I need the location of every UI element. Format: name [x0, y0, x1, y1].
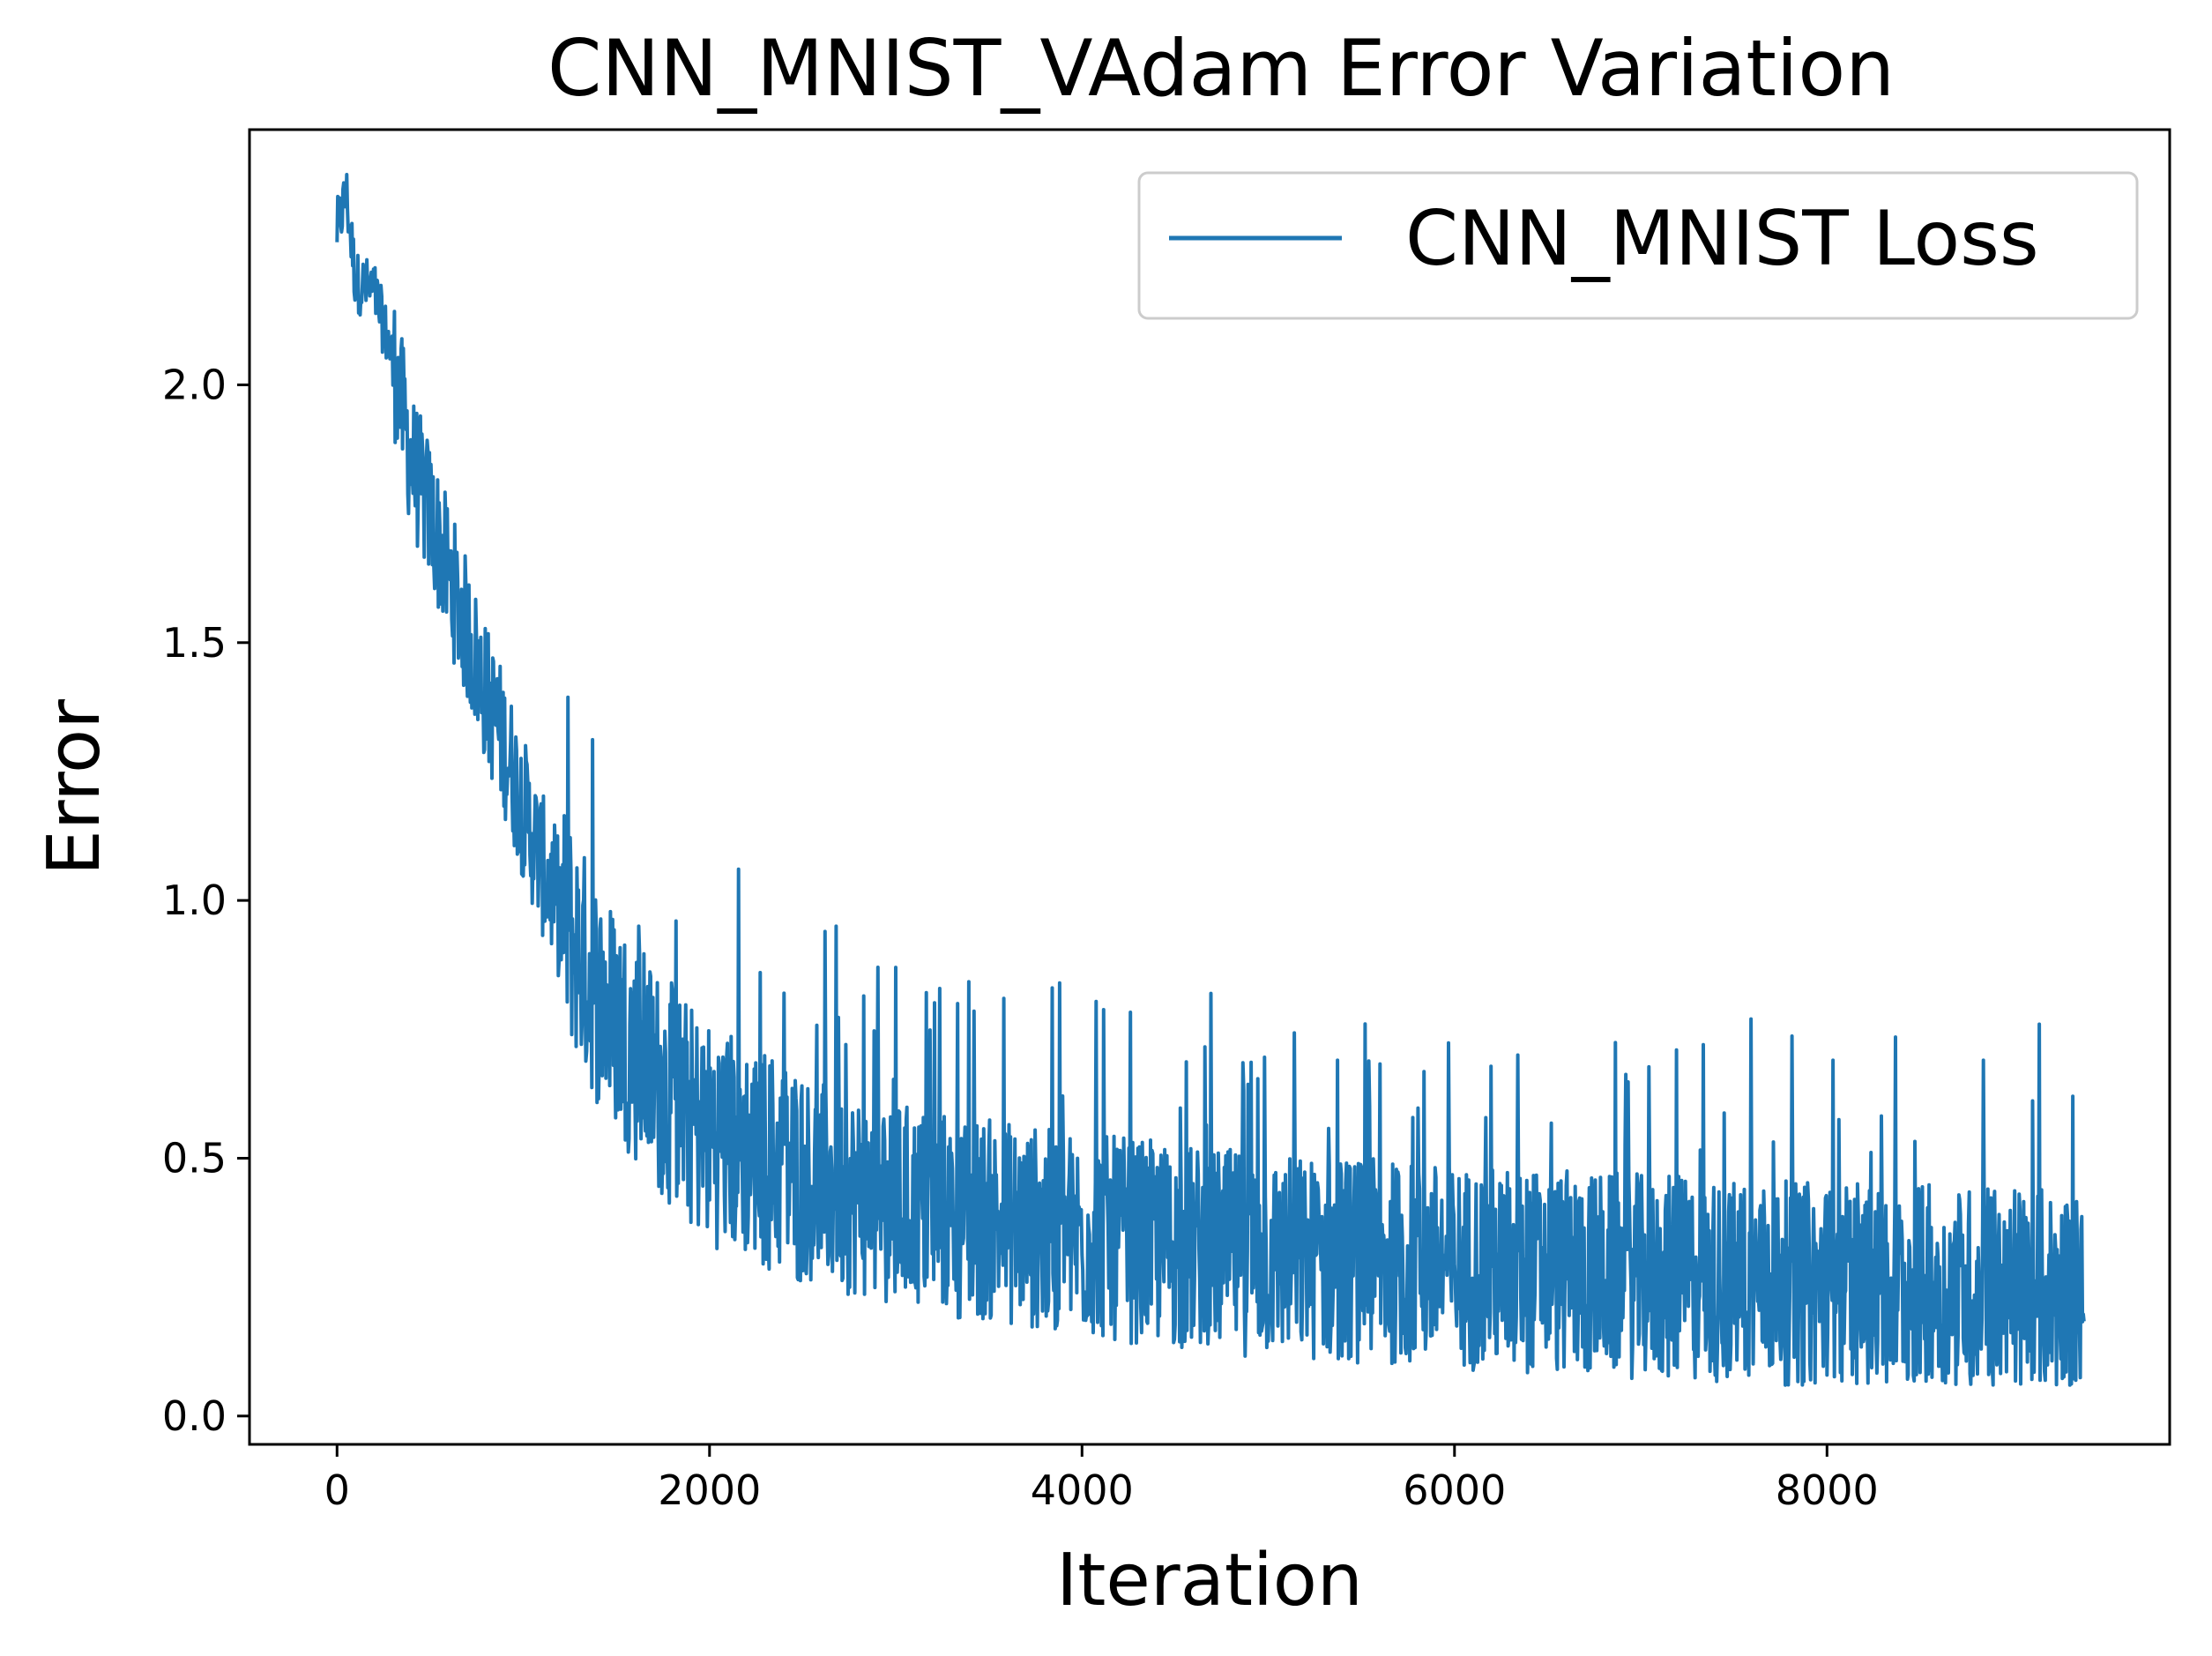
y-tick-label: 0.5: [162, 1134, 227, 1182]
chart-title: CNN_MNIST_VAdam Error Variation: [547, 23, 1895, 114]
x-tick-label: 0: [324, 1466, 350, 1514]
y-tick-label: 2.0: [162, 361, 227, 408]
y-axis-label: Error: [33, 699, 116, 876]
plot-area: [248, 128, 2171, 1446]
y-tick-label: 0.0: [162, 1392, 227, 1440]
x-axis-ticks: 0 2000 4000 6000 8000: [324, 1444, 1879, 1514]
y-axis-ticks: 0.0 0.5 1.0 1.5 2.0: [162, 361, 250, 1440]
x-tick-label: 6000: [1403, 1466, 1506, 1514]
series-line-cnn-mnist-loss: [335, 173, 2086, 1387]
x-tick-label: 4000: [1031, 1466, 1134, 1514]
axes-frame: [248, 128, 2171, 1446]
legend-label-cnn-mnist-loss: CNN_MNIST Loss: [1405, 195, 2039, 283]
series-group: [335, 173, 2086, 1387]
x-tick-label: 2000: [658, 1466, 761, 1514]
legend: CNN_MNIST Loss: [1137, 171, 2139, 320]
y-tick-label: 1.0: [162, 876, 227, 924]
legend-box: [1137, 171, 2139, 320]
y-tick-label: 1.5: [162, 619, 227, 667]
x-axis-label: Iteration: [1056, 1539, 1363, 1622]
x-tick-label: 8000: [1776, 1466, 1879, 1514]
